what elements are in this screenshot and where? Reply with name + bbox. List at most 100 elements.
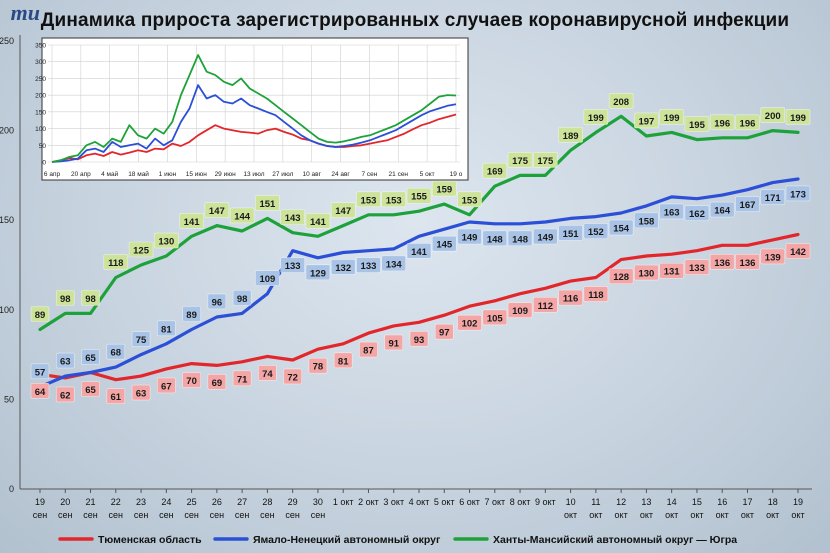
data-label-value: 171 [765, 193, 782, 204]
data-label-value: 63 [60, 357, 71, 368]
inset-series-line-tyumen [51, 113, 457, 163]
data-label-value: 74 [262, 369, 273, 380]
data-label-value: 132 [335, 263, 351, 274]
data-label-box [305, 213, 331, 229]
data-label-box [182, 306, 201, 322]
inset-x-tick-label: 19 о [450, 171, 463, 178]
data-label-value: 97 [439, 328, 450, 339]
data-label-value: 173 [790, 189, 806, 200]
data-label-box [384, 334, 404, 351]
data-label-box [258, 365, 277, 381]
inset-x-tick-label: 20 апр [71, 171, 91, 178]
data-label-hmao: 147 [204, 202, 230, 218]
data-label-hmao: 175 [533, 152, 558, 168]
data-label-value: 145 [436, 240, 453, 251]
x-tick-label-month: окт [665, 510, 678, 520]
data-label-tyumen: 65 [81, 381, 100, 397]
data-label-yanao: 65 [81, 349, 100, 365]
data-label-box [30, 383, 50, 399]
data-label-box [131, 384, 151, 401]
data-label-box [232, 370, 252, 387]
data-label-hmao: 153 [356, 191, 381, 208]
data-label-hmao: 147 [330, 202, 356, 218]
data-label-tyumen: 109 [507, 302, 533, 318]
x-tick-label-month: окт [716, 510, 729, 520]
data-label-tyumen: 136 [709, 253, 735, 270]
data-label-box [431, 180, 457, 197]
x-tick-label: 24 [161, 497, 171, 507]
data-label-value: 151 [259, 199, 276, 210]
x-tick-label-month: окт [589, 510, 602, 520]
data-label-yanao: 149 [457, 228, 482, 245]
data-label-tyumen: 87 [359, 341, 378, 358]
inset-x-tick-label: 29 июн [215, 171, 237, 178]
data-label-tyumen: 112 [533, 296, 558, 313]
inset-series-line-yanao [51, 84, 457, 163]
data-label-tyumen: 128 [608, 268, 634, 284]
data-label-box [308, 357, 328, 374]
data-label-box [533, 296, 558, 313]
data-label-box [103, 254, 129, 270]
data-label-value: 118 [588, 290, 603, 301]
data-label-hmao: 153 [457, 191, 482, 208]
data-label-yanao: 162 [684, 205, 710, 221]
data-label-value: 105 [487, 313, 504, 324]
data-label-value: 141 [411, 247, 428, 258]
data-label-value: 89 [186, 310, 197, 321]
y-tick-label: 200 [0, 126, 14, 136]
data-label-value: 197 [638, 116, 654, 127]
x-tick-label: 14 [667, 497, 677, 507]
data-label-tyumen: 69 [207, 374, 227, 390]
inset-x-tick-label: 7 сен [361, 171, 377, 178]
inset-x-tick-label: 15 июн [186, 171, 208, 178]
data-label-value: 57 [35, 367, 46, 378]
data-label-yanao: 75 [131, 331, 151, 347]
data-label-value: 147 [209, 206, 225, 217]
data-label-value: 199 [588, 113, 604, 124]
x-tick-label-month: окт [741, 510, 754, 520]
data-label-yanao: 96 [207, 293, 227, 310]
data-label-box [735, 253, 760, 270]
legend-label: Тюменская область [98, 534, 202, 546]
data-label-yanao: 148 [482, 230, 508, 247]
data-label-value: 109 [259, 274, 275, 285]
data-label-box [507, 152, 533, 168]
data-label-box [406, 243, 432, 259]
data-label-value: 63 [136, 389, 147, 400]
data-label-box [785, 109, 811, 125]
data-label-box [558, 127, 583, 143]
x-tick-label: 8 окт [510, 497, 531, 507]
data-label-tyumen: 131 [659, 262, 684, 279]
data-label-value: 142 [790, 247, 806, 258]
data-label-tyumen: 91 [384, 334, 404, 351]
data-label-box [558, 289, 583, 306]
x-tick-label-month: сен [83, 510, 98, 520]
data-label-yanao: 163 [659, 203, 684, 220]
data-label-box [634, 264, 659, 281]
x-tick-label: 1 окт [333, 497, 354, 507]
data-label-tyumen: 130 [634, 264, 659, 281]
data-label-value: 151 [563, 229, 580, 240]
data-label-value: 155 [411, 192, 428, 203]
data-label-value: 62 [60, 390, 71, 401]
x-tick-label: 25 [187, 497, 197, 507]
data-label-yanao: 129 [305, 264, 331, 281]
inset-y-tick-label: 0 [42, 160, 46, 167]
series-line-hmao [38, 114, 800, 332]
data-label-value: 163 [664, 207, 680, 218]
data-label-box [106, 343, 126, 360]
data-label-value: 133 [285, 261, 301, 272]
data-label-tyumen: 118 [583, 286, 609, 302]
data-label-yanao: 164 [709, 201, 735, 218]
data-label-box [81, 349, 100, 365]
inset-y-tick-label: 150 [35, 109, 46, 116]
x-tick-label-month: окт [690, 510, 703, 520]
data-label-yanao: 152 [583, 223, 609, 239]
data-label-box [659, 109, 684, 125]
data-label-value: 158 [638, 216, 654, 227]
x-tick-label-month: сен [285, 510, 300, 520]
data-label-value: 70 [186, 376, 197, 387]
x-tick-label: 7 окт [484, 497, 505, 507]
data-label-value: 143 [285, 213, 301, 224]
